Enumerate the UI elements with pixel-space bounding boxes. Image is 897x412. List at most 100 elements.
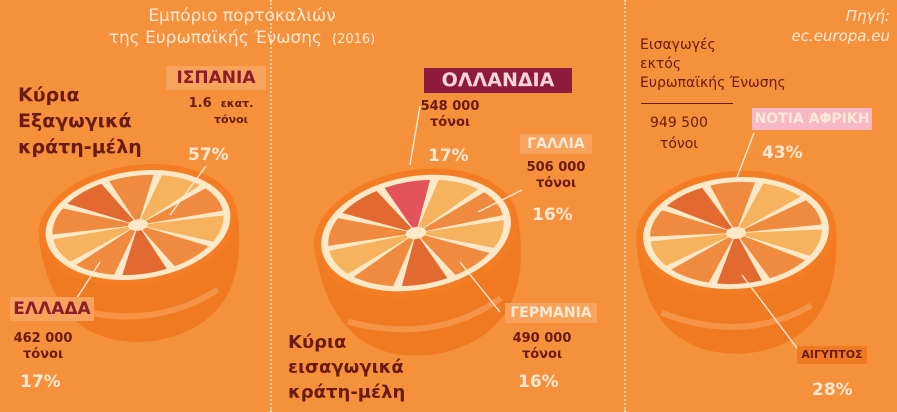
spain-unit-word: εκατ. [220, 97, 254, 110]
importers-core [408, 228, 424, 238]
spain-amount-value: 1.6 [188, 96, 212, 111]
external-orange [636, 170, 837, 354]
france-amount-value: 506 000 [526, 160, 586, 175]
spain-amount: 1.6 εκατ. τόνοι [176, 96, 266, 128]
external-segment [740, 236, 806, 279]
external-amount: 949 500 τόνοι [650, 114, 708, 154]
greece-unit: τόνοι [22, 347, 64, 362]
netherlands-amount-value: 548 000 [420, 99, 480, 114]
importers-orange [313, 168, 521, 356]
importers-segment [342, 190, 412, 231]
south-africa-pct: 43% [762, 143, 803, 163]
greece-pct: 17% [20, 372, 61, 392]
exporters-segment [147, 215, 224, 242]
exporters-segment [146, 188, 223, 224]
external-segment [666, 187, 732, 230]
importers-segment [418, 179, 479, 228]
exporters-segment [52, 208, 129, 235]
divider-left [270, 0, 272, 412]
importers-segment [420, 235, 490, 276]
south-africa-tag: ΝΟΤΙΑ ΑΦΡΙΚΗ [752, 108, 872, 130]
divider-right [624, 0, 626, 412]
external-amount-value: 949 500 [650, 115, 708, 131]
importers-heading-line1: Κύρια [288, 332, 347, 353]
importers-segment [329, 235, 408, 274]
germany-pct: 16% [518, 372, 559, 392]
external-rule [641, 103, 733, 104]
title-line2-text: της Ευρωπαϊκής Ένωσης [108, 28, 323, 48]
external-core [729, 228, 743, 238]
greece-amount-value: 462 000 [13, 331, 73, 346]
external-segment [744, 229, 822, 256]
source: Πηγή: ec.europa.eu [760, 6, 890, 46]
importers-leader-germany [459, 261, 501, 313]
external-segment [744, 200, 822, 232]
exporters-heading-line3: κράτη-μέλη [18, 136, 142, 158]
importers-leader-france [477, 189, 523, 213]
page-title: Εμπόριο πορτοκαλιών της Ευρωπαϊκής Ένωση… [92, 5, 392, 51]
external-segment [650, 210, 728, 237]
exporters-segment [67, 183, 134, 223]
external-segment [671, 237, 733, 283]
importers-heading-line2: εισαγωγικά [288, 357, 404, 378]
netherlands-tag: ΟΛΛΑΝΔΙΑ [424, 68, 572, 93]
spain-pct: 57% [188, 145, 229, 165]
exporters-core [131, 220, 145, 230]
germany-amount-value: 490 000 [512, 331, 572, 346]
exporters-leader-spain [169, 165, 207, 216]
external-peel-shine [660, 302, 813, 330]
external-leader-egypt [741, 274, 801, 353]
france-unit: τόνοι [535, 176, 577, 191]
importers-segment [328, 218, 407, 246]
importers-segment [384, 179, 431, 228]
greece-tag: ΕΛΛΑΔΑ [10, 297, 94, 321]
external-segment [739, 183, 801, 229]
importers-heading: Κύρια εισαγωγικά κράτη-μέλη [288, 330, 405, 405]
exporters-heading-line2: Εξαγωγικά [18, 110, 132, 132]
external-segment [710, 181, 755, 228]
external-segment [650, 234, 728, 266]
exporters-segment [109, 174, 154, 220]
external-unit: τόνοι [659, 136, 699, 152]
importers-segment [424, 192, 503, 231]
egypt-tag: ΑΙΓΥΠΤΟΣ [797, 346, 867, 364]
source-value: ec.europa.eu [791, 27, 890, 45]
netherlands-amount: 548 000 τόνοι [414, 99, 486, 131]
spain-unit: τόνοι [214, 113, 248, 126]
germany-unit: τόνοι [521, 347, 563, 362]
importers-segment [353, 238, 414, 287]
external-segment [717, 238, 762, 285]
importers-segment [401, 238, 448, 287]
exporters-segment [122, 230, 167, 276]
title-year: (2016) [332, 32, 376, 47]
title-line2: της Ευρωπαϊκής Ένωσης (2016) [92, 27, 392, 51]
external-heading-line3: Ευρωπαϊκής Ένωσης [640, 75, 786, 91]
exporters-heading-line1: Κύρια [18, 84, 80, 106]
netherlands-unit: τόνοι [429, 115, 471, 130]
title-line1: Εμπόριο πορτοκαλιών [148, 6, 336, 26]
exporters-orange [38, 163, 240, 342]
germany-tag: ΓΕΡΜΑΝΙΑ [505, 303, 597, 323]
exporters-segment [140, 175, 201, 221]
external-heading-line1: Εισαγωγές [640, 37, 716, 53]
source-label: Πηγή: [845, 7, 890, 25]
spain-tag: ΙΣΠΑΝΙΑ [166, 66, 266, 90]
exporters-segment [142, 227, 209, 267]
netherlands-pct: 17% [428, 146, 469, 166]
greece-amount: 462 000 τόνοι [8, 331, 78, 363]
france-tag: ΓΑΛΛΙΑ [520, 134, 592, 154]
exporters-heading: Κύρια Εξαγωγικά κράτη-μέλη [18, 82, 142, 160]
exporters-segment [75, 229, 136, 275]
external-leader-southafrica [735, 132, 755, 181]
importers-leader-netherlands [409, 105, 421, 166]
external-heading: Εισαγωγές εκτός Ευρωπαϊκής Ένωσης [640, 36, 786, 93]
importers-heading-line3: κράτη-μέλη [288, 382, 406, 403]
external-heading-line2: εκτός [640, 56, 682, 72]
exporters-segment [53, 226, 130, 262]
france-pct: 16% [532, 205, 573, 225]
egypt-pct: 28% [812, 380, 853, 400]
france-amount: 506 000 τόνοι [522, 160, 590, 192]
importers-peel-shine [347, 295, 503, 333]
